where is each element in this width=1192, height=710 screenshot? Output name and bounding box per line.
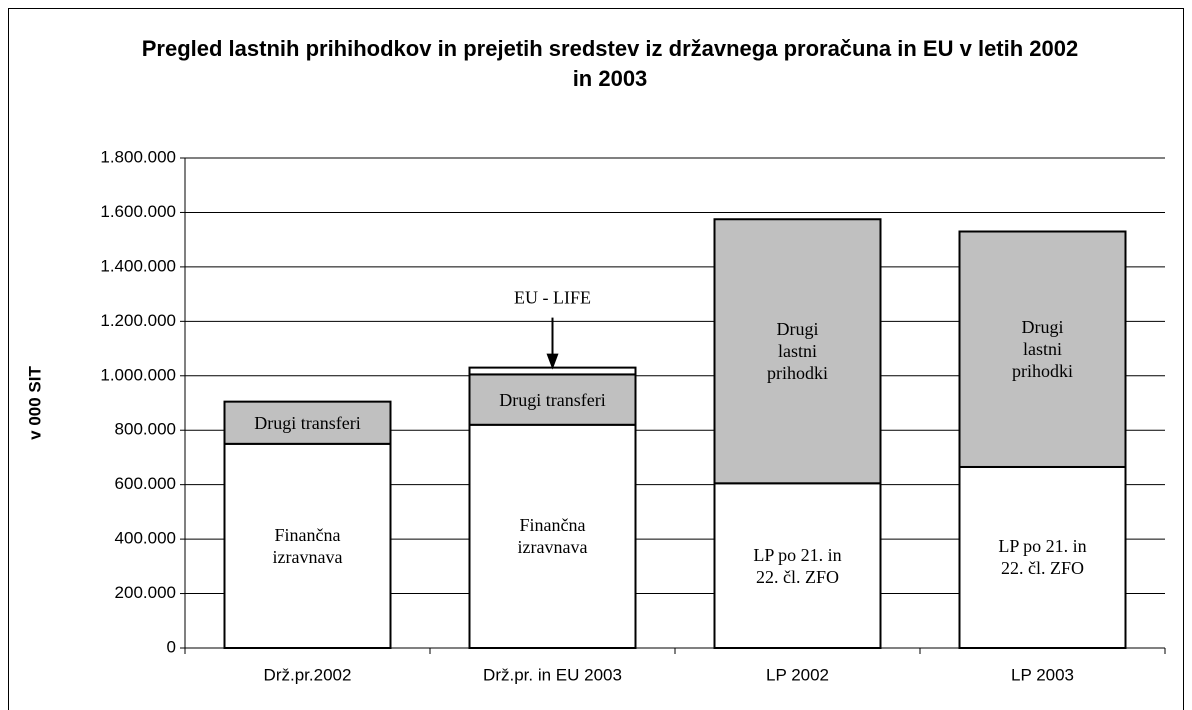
y-tick-label: 1.400.000 (100, 256, 176, 275)
x-tick-label: LP 2003 (1011, 665, 1074, 684)
segment-label: Drugi transferi (254, 412, 361, 433)
x-tick-label: LP 2002 (766, 665, 829, 684)
bar-segment (223, 400, 392, 445)
segment-label: Finančna izravnava (517, 515, 588, 558)
y-tick-label: 400.000 (115, 529, 176, 548)
chart-title: Pregled lastnih prihihodkov in prejetih … (141, 36, 1079, 91)
y-tick-label: 1.600.000 (100, 202, 176, 221)
y-tick-label: 1.200.000 (100, 311, 176, 330)
x-tick-label: Drž.pr. in EU 2003 (483, 665, 622, 684)
segment-label: Finančna izravnava (272, 524, 343, 567)
y-tick-label: 600.000 (115, 474, 176, 493)
bar-segment (713, 218, 882, 485)
y-tick-label: 0 (167, 637, 176, 656)
bar-segment (468, 423, 637, 649)
y-tick-label: 1.000.000 (100, 365, 176, 384)
bar-segment (468, 373, 637, 426)
x-tick-label: Drž.pr.2002 (264, 665, 352, 684)
segment-label: Drugi transferi (499, 389, 606, 410)
bar-segment (713, 482, 882, 649)
bar-segment (958, 230, 1127, 468)
y-tick-label: 1.800.000 (100, 147, 176, 166)
annotation-arrowhead (546, 353, 559, 370)
segment-label: LP po 21. in 22. čl. ZFO (753, 544, 842, 587)
segment-label: LP po 21. in 22. čl. ZFO (998, 536, 1087, 579)
y-tick-label: 800.000 (115, 420, 176, 439)
bar-segment (958, 465, 1127, 649)
segment-label: Drugi lastni prihodki (767, 319, 828, 384)
chart-border (8, 8, 1184, 710)
segment-annotation: EU - LIFE (514, 288, 591, 308)
y-tick-label: 200.000 (115, 583, 176, 602)
y-axis-label: v 000 SIT (25, 366, 44, 440)
segment-label: Drugi lastni prihodki (1012, 317, 1073, 382)
